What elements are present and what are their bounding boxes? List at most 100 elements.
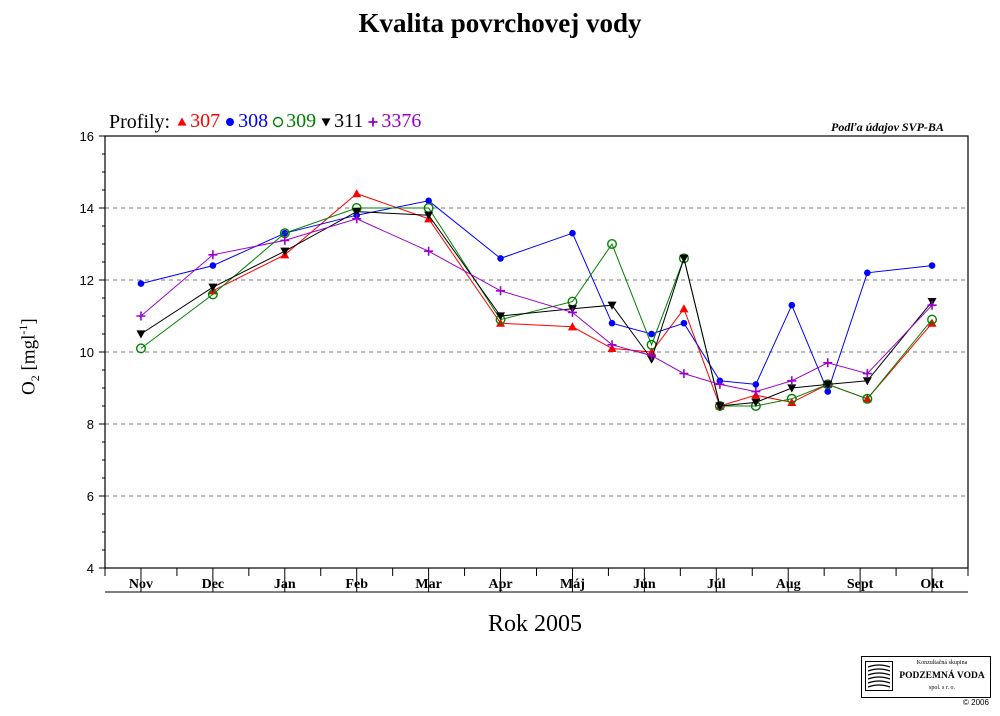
point-311 <box>787 384 797 393</box>
point-309 <box>135 343 146 354</box>
point-3376 <box>567 307 577 317</box>
x-tick-label: Mar <box>415 577 441 592</box>
point-311 <box>208 283 218 292</box>
point-3376 <box>496 286 506 296</box>
logo-top-text: Konzultačná skupina <box>916 660 968 666</box>
point-311 <box>352 208 362 217</box>
point-311 <box>136 330 146 339</box>
legend-label: 308 <box>238 110 269 132</box>
series-line-309 <box>140 207 933 407</box>
y-label-unit-close: ] <box>18 318 40 325</box>
legend-item-308: 308 <box>224 110 268 133</box>
point-309 <box>862 393 873 404</box>
x-tick-label: Nov <box>129 577 153 592</box>
legend-item-3376: 3376 <box>367 110 421 133</box>
point-311 <box>424 211 434 220</box>
point-311 <box>862 377 872 386</box>
point-308 <box>864 269 871 277</box>
x-tick-label: Apr <box>488 577 512 592</box>
x-tick-label: Jan <box>274 577 296 592</box>
y-axis-label: O2 [mgl-1] <box>16 318 43 395</box>
point-3376 <box>607 340 617 350</box>
y-label-unit-open: [mgl <box>18 334 40 376</box>
point-308 <box>425 197 432 205</box>
copyright: © 2006 <box>963 698 989 707</box>
legend-label: 307 <box>190 110 221 132</box>
chart-title: Kvalita povrchovej vody <box>358 8 642 38</box>
y-tick-label: 16 <box>80 129 94 144</box>
x-tick-label: Aug <box>776 577 801 592</box>
series-line-3376 <box>140 218 933 393</box>
point-3376 <box>280 235 290 245</box>
series-line-308 <box>140 200 933 394</box>
point-308 <box>788 301 796 309</box>
point-311 <box>280 247 290 256</box>
legend-label: 311 <box>334 110 364 132</box>
point-308 <box>648 330 655 338</box>
point-308 <box>137 280 145 287</box>
legend-prefix: Profily: <box>109 110 171 133</box>
y-tick-label: 12 <box>80 273 94 288</box>
point-311 <box>607 301 617 310</box>
x-tick-label: Okt <box>920 577 944 592</box>
point-311 <box>751 398 761 407</box>
point-309 <box>927 314 938 325</box>
y-label-sub: 2 <box>28 375 43 382</box>
legend-item-307: 307 <box>176 110 220 133</box>
point-3376 <box>787 376 797 386</box>
point-311 <box>496 312 506 321</box>
x-tick-label: Feb <box>345 577 368 592</box>
series-line-311 <box>140 211 933 407</box>
source-note: Podľa údajov SVP-BA <box>831 120 944 134</box>
x-tick-label: Júl <box>707 577 726 592</box>
point-308 <box>824 388 832 395</box>
point-307 <box>567 322 577 331</box>
legend-label: 309 <box>286 110 317 132</box>
point-308 <box>928 262 936 269</box>
legend: Profily: 307 308 309 311 3376 <box>109 110 421 135</box>
x-tick-label: Máj <box>560 577 585 592</box>
logo-name: PODZEMNÁ VODA <box>899 671 985 681</box>
y-label-unit-sup: -1 <box>16 324 30 335</box>
legend-item-311: 311 <box>320 110 363 133</box>
x-tick-label: Jún <box>633 577 656 592</box>
y-tick-label: 4 <box>87 561 94 576</box>
point-307 <box>679 304 689 313</box>
series-line-307 <box>212 193 933 407</box>
point-3376 <box>424 246 434 256</box>
logo-wave-icon <box>865 661 893 691</box>
company-logo: Konzultačná skupina PODZEMNÁ VODA spol. … <box>861 656 991 698</box>
point-308 <box>209 262 217 269</box>
x-tick-label: Sept <box>847 577 874 592</box>
y-label-main: O <box>18 381 40 395</box>
y-tick-label: 8 <box>87 417 94 432</box>
legend-marker-icon <box>321 117 331 126</box>
point-307 <box>927 318 937 327</box>
legend-marker-icon <box>272 116 284 127</box>
x-tick-label: Dec <box>202 577 225 592</box>
legend-label: 3376 <box>381 110 422 132</box>
point-3376 <box>927 300 937 310</box>
point-3376 <box>679 369 689 379</box>
point-3376 <box>715 379 725 389</box>
point-307 <box>787 397 797 406</box>
point-3376 <box>647 351 657 361</box>
point-3376 <box>862 369 872 379</box>
y-tick-label: 14 <box>80 201 94 216</box>
point-308 <box>608 319 616 327</box>
y-tick-label: 6 <box>87 489 94 504</box>
point-308 <box>752 381 760 388</box>
point-307 <box>352 189 362 198</box>
point-309 <box>607 238 618 249</box>
point-307 <box>496 318 506 327</box>
legend-items: 307 308 309 311 3376 <box>172 110 421 135</box>
point-309 <box>786 393 797 404</box>
logo-sub-text: spol. s r. o. <box>928 685 955 691</box>
x-axis-label: Rok 2005 <box>487 611 582 637</box>
point-311 <box>715 402 725 411</box>
point-311 <box>679 254 689 263</box>
point-3376 <box>352 214 362 224</box>
point-308 <box>497 255 504 262</box>
legend-marker-icon <box>177 117 187 126</box>
